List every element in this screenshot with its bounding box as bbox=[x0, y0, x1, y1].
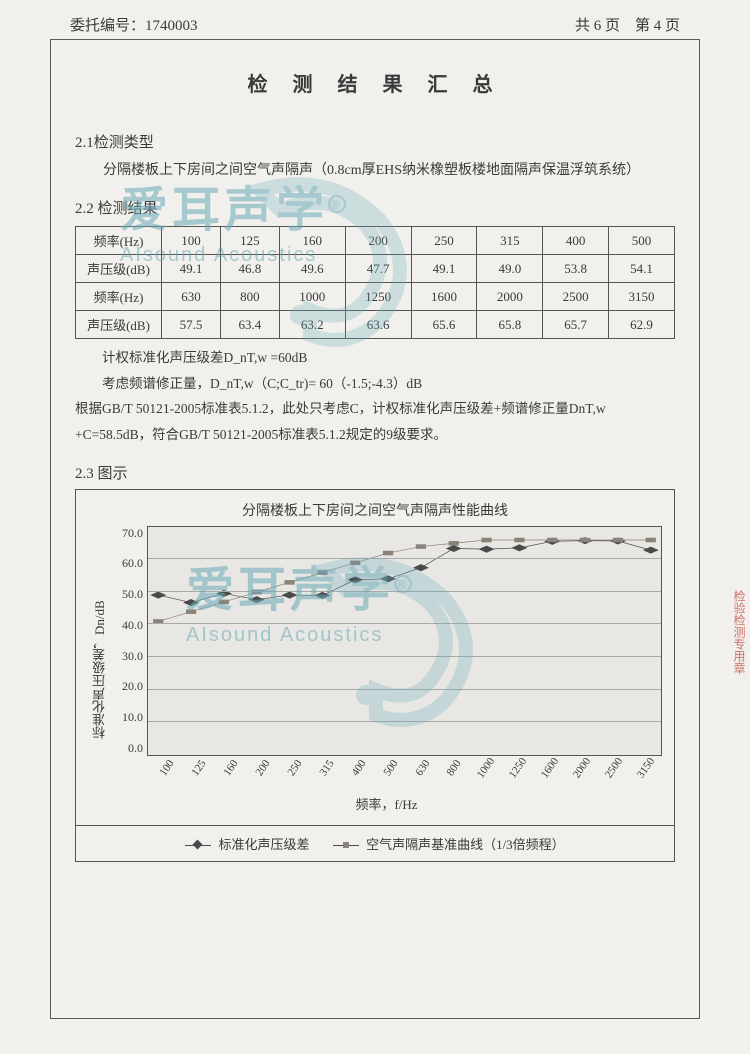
xtick-label: 160 bbox=[217, 751, 245, 784]
chart-plot: 0.0 10.0 20.0 30.0 40.0 50.0 60.0 70.0 bbox=[111, 526, 662, 756]
section-2-2: 2.2 检测结果 频率(Hz) 100 125 160 200 250 315 … bbox=[75, 197, 675, 448]
ytick-label: 0.0 bbox=[111, 741, 143, 756]
table-row: 频率(Hz) 630 800 1000 1250 1600 2000 2500 … bbox=[76, 283, 675, 311]
legend-item: 标准化声压级差 bbox=[185, 834, 309, 853]
results-table: 频率(Hz) 100 125 160 200 250 315 400 500 声… bbox=[75, 226, 675, 339]
result-notes: 计权标准化声压级差D_nT,w =60dB 考虑频谱修正量，D_nT,w（C;C… bbox=[75, 345, 675, 448]
xtick-label: 315 bbox=[313, 751, 341, 784]
chart-yticks: 0.0 10.0 20.0 30.0 40.0 50.0 60.0 70.0 bbox=[111, 526, 147, 756]
content-frame: 检 测 结 果 汇 总 2.1检测类型 分隔楼板上下房间之间空气声隔声（0.8c… bbox=[50, 39, 700, 1019]
table-row: 声压级(dB) 49.1 46.8 49.6 47.7 49.1 49.0 53… bbox=[76, 255, 675, 283]
xtick-label: 3150 bbox=[632, 751, 660, 784]
ytick-label: 40.0 bbox=[111, 618, 143, 633]
legend-item: 空气声隔声基准曲线（1/3倍频程） bbox=[333, 834, 565, 853]
chart-ylabel: 标准化声压级差，Dn/dB bbox=[88, 526, 111, 813]
section-heading: 2.2 检测结果 bbox=[75, 197, 675, 218]
section-heading: 2.3 图示 bbox=[75, 462, 675, 483]
section-heading: 2.1检测类型 bbox=[75, 131, 675, 152]
ytick-label: 50.0 bbox=[111, 587, 143, 602]
page-header: 委托编号：1740003 共 6 页 第 4 页 bbox=[50, 14, 700, 39]
section-text: 分隔楼板上下房间之间空气声隔声（0.8cm厚EHS纳米橡塑板楼地面隔声保温浮筑系… bbox=[75, 158, 675, 183]
section-2-1: 2.1检测类型 分隔楼板上下房间之间空气声隔声（0.8cm厚EHS纳米橡塑板楼地… bbox=[75, 131, 675, 183]
ytick-label: 20.0 bbox=[111, 679, 143, 694]
table-row: 频率(Hz) 100 125 160 200 250 315 400 500 bbox=[76, 227, 675, 255]
xtick-label: 200 bbox=[249, 751, 277, 784]
xtick-label: 800 bbox=[440, 751, 468, 784]
page-title: 检 测 结 果 汇 总 bbox=[75, 68, 675, 97]
xtick-label: 630 bbox=[408, 751, 436, 784]
side-stamp: 检验检测专用章 bbox=[731, 590, 748, 674]
xtick-label: 250 bbox=[281, 751, 309, 784]
ytick-label: 30.0 bbox=[111, 649, 143, 664]
chart-container: 分隔楼板上下房间之间空气声隔声性能曲线 标准化声压级差，Dn/dB 0.0 10.… bbox=[75, 489, 675, 862]
page-count: 共 6 页 第 4 页 bbox=[575, 14, 680, 35]
xtick-label: 100 bbox=[153, 751, 181, 784]
chart-xlabel: 频率，f/Hz bbox=[111, 794, 662, 813]
diamond-marker-icon bbox=[185, 845, 211, 846]
chart-xticks: 1001251602002503154005006308001000125016… bbox=[151, 762, 662, 774]
xtick-label: 2000 bbox=[568, 751, 596, 784]
ytick-label: 60.0 bbox=[111, 556, 143, 571]
xtick-label: 500 bbox=[376, 751, 404, 784]
xtick-label: 1250 bbox=[504, 751, 532, 784]
table-row: 声压级(dB) 57.5 63.4 63.2 63.6 65.6 65.8 65… bbox=[76, 311, 675, 339]
xtick-label: 125 bbox=[185, 751, 213, 784]
xtick-label: 2500 bbox=[600, 751, 628, 784]
commission-no: 委托编号：1740003 bbox=[70, 14, 198, 35]
xtick-label: 400 bbox=[345, 751, 373, 784]
chart-title: 分隔楼板上下房间之间空气声隔声性能曲线 bbox=[88, 500, 662, 520]
section-2-3: 2.3 图示 分隔楼板上下房间之间空气声隔声性能曲线 标准化声压级差，Dn/dB… bbox=[75, 462, 675, 862]
ytick-label: 70.0 bbox=[111, 526, 143, 541]
chart-legend: 标准化声压级差 空气声隔声基准曲线（1/3倍频程） bbox=[76, 825, 674, 861]
chart-grid bbox=[147, 526, 662, 756]
square-marker-icon bbox=[333, 845, 359, 846]
xtick-label: 1600 bbox=[536, 751, 564, 784]
ytick-label: 10.0 bbox=[111, 710, 143, 725]
xtick-label: 1000 bbox=[472, 751, 500, 784]
